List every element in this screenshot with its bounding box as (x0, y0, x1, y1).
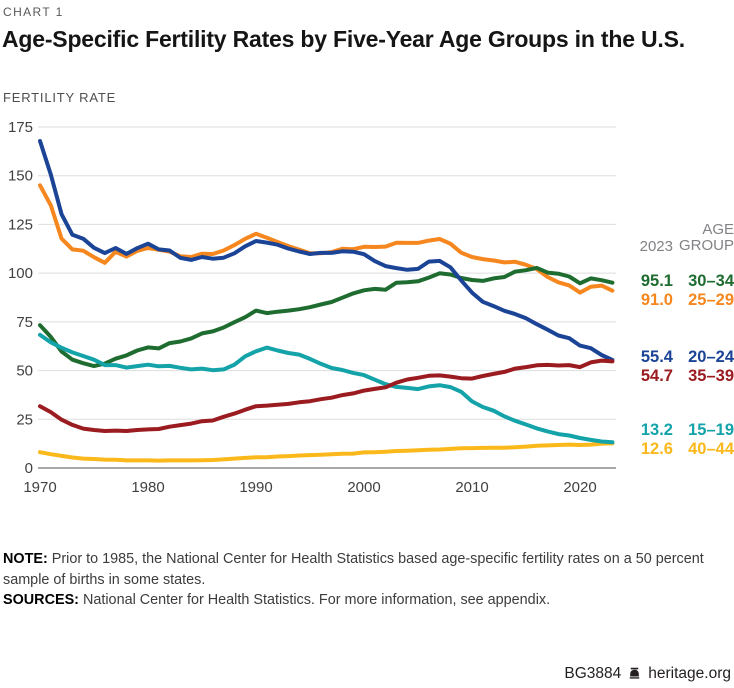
y-tick-label: 150 (8, 168, 33, 185)
legend-group-20-24: 20–24 (688, 348, 734, 366)
legend-value-30-34: 95.1 (640, 272, 673, 290)
footer: BG3884 heritage.org (564, 665, 731, 683)
series-line-25-29 (38, 183, 615, 295)
legend-year-header: 2023 (639, 238, 673, 255)
y-tick-label: 0 (25, 460, 33, 477)
y-tick-label: 175 (8, 119, 33, 136)
series-line-40-44 (38, 441, 615, 463)
y-tick-label: 125 (8, 216, 33, 233)
heritage-bell-icon (630, 667, 640, 679)
legend-value-40-44: 12.6 (640, 440, 673, 458)
note-label: NOTE: (3, 551, 48, 567)
y-tick-label: 50 (16, 363, 33, 380)
sources-paragraph: SOURCES: National Center for Health Stat… (3, 590, 709, 611)
legend-value-35-39: 54.7 (640, 367, 673, 385)
legend-group-35-39: 35–39 (688, 367, 734, 385)
x-tick-label: 1980 (131, 479, 164, 496)
x-tick-label: 2000 (347, 479, 380, 496)
note-text: Prior to 1985, the National Center for H… (3, 551, 704, 588)
legend-group-30-34: 30–34 (688, 272, 734, 290)
chart-notes: NOTE: Prior to 1985, the National Center… (3, 549, 709, 611)
chart-legend: AGE GROUP 2023 95.1 30–34 91.0 25–29 55.… (598, 0, 734, 500)
legend-age-group-header: AGE GROUP (678, 221, 734, 254)
legend-group-40-44: 40–44 (688, 440, 734, 458)
doc-id: BG3884 (564, 665, 622, 682)
series-line-20-24 (38, 139, 615, 362)
legend-value-15-19: 13.2 (640, 421, 673, 439)
legend-group-15-19: 15–19 (688, 421, 734, 439)
legend-value-25-29: 91.0 (640, 291, 673, 309)
y-axis-title: FERTILITY RATE (3, 90, 117, 105)
legend-value-20-24: 55.4 (640, 348, 673, 366)
legend-group-25-29: 25–29 (688, 291, 734, 309)
note-paragraph: NOTE: Prior to 1985, the National Center… (3, 549, 709, 590)
x-tick-label: 2010 (455, 479, 488, 496)
series-line-15-19 (38, 332, 615, 445)
x-tick-label: 1990 (239, 479, 272, 496)
series-line-30-34 (38, 265, 615, 369)
sources-label: SOURCES: (3, 592, 79, 608)
page-title: Age-Specific Fertility Rates by Five-Yea… (2, 26, 685, 52)
heritage-org-link[interactable]: heritage.org (648, 665, 731, 682)
y-tick-label: 25 (16, 411, 33, 428)
y-tick-label: 75 (16, 314, 33, 331)
series-line-35-39 (38, 358, 615, 433)
chart-kicker: CHART 1 (3, 5, 64, 19)
x-tick-label: 1970 (23, 479, 56, 496)
sources-text: National Center for Health Statistics. F… (82, 592, 551, 608)
x-tick-label: 2020 (563, 479, 596, 496)
y-tick-label: 100 (8, 265, 33, 282)
fertility-chart: 0 25 50 75 100 125 150 175 1970 1980 1990 2000 2010 2… (8, 119, 616, 496)
